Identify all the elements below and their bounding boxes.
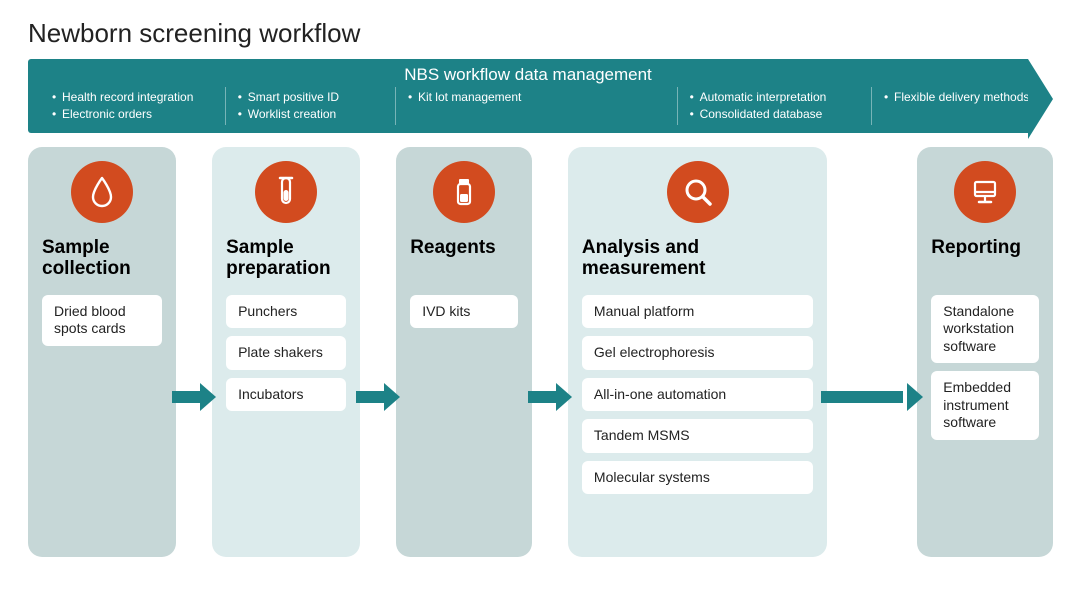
banner-column: Smart positive IDWorklist creation: [225, 87, 395, 125]
droplet-icon: [71, 161, 133, 223]
stage-card: Reporting Standalone workstation software…: [917, 147, 1053, 557]
banner-arrowhead: [1028, 59, 1053, 139]
stage-item: Incubators: [226, 378, 346, 412]
banner-bullet: Electronic orders: [52, 106, 213, 123]
banner-bullet: Health record integration: [52, 89, 213, 106]
stage-item: Standalone workstation software: [931, 295, 1039, 364]
stage-card: Sample collection Dried blood spots cards: [28, 147, 176, 557]
workflow-stages: Sample collection Dried blood spots cards…: [28, 147, 1053, 557]
stage-item: Tandem MSMS: [582, 419, 813, 453]
flow-arrow: [827, 147, 917, 557]
stage-item: Gel electrophoresis: [582, 336, 813, 370]
stage-item: Embedded instrument software: [931, 371, 1039, 440]
vial-icon: [433, 161, 495, 223]
stage-item: All-in-one automation: [582, 378, 813, 412]
test-tube-icon: [255, 161, 317, 223]
banner-column: Flexible delivery methods: [871, 87, 1016, 125]
stage-item: IVD kits: [410, 295, 518, 329]
stage-title: Reporting: [931, 237, 1039, 283]
banner-column: Automatic interpretationConsolidated dat…: [677, 87, 871, 125]
banner-bullet: Worklist creation: [238, 106, 383, 123]
banner-bullet: Smart positive ID: [238, 89, 383, 106]
stage-card: Analysis and measurement Manual platform G…: [568, 147, 827, 557]
banner-column: Kit lot management: [395, 87, 677, 125]
stage-card: Sample preparation Punchers Plate shakers I…: [212, 147, 360, 557]
flow-arrow: [360, 147, 396, 557]
magnifier-icon: [667, 161, 729, 223]
stage-title: Sample preparation: [226, 237, 346, 283]
stage-title: Sample collection: [42, 237, 162, 283]
stage-title: Reagents: [410, 237, 518, 283]
stage-item: Punchers: [226, 295, 346, 329]
stage-title: Analysis and measurement: [582, 237, 813, 283]
banner-bullet: Kit lot management: [408, 89, 665, 106]
stage-item: Manual platform: [582, 295, 813, 329]
stage-card: Reagents IVD kits: [396, 147, 532, 557]
banner-bullet: Automatic interpretation: [690, 89, 859, 106]
stage-item: Plate shakers: [226, 336, 346, 370]
flow-arrow: [176, 147, 212, 557]
flow-arrow: [532, 147, 568, 557]
monitor-icon: [954, 161, 1016, 223]
banner-title: NBS workflow data management: [28, 65, 1028, 85]
banner-bullet: Flexible delivery methods: [884, 89, 1004, 106]
banner: NBS workflow data management Health reco…: [28, 59, 1053, 133]
stage-item: Molecular systems: [582, 461, 813, 495]
page-title: Newborn screening workflow: [28, 18, 1053, 49]
banner-column: Health record integrationElectronic orde…: [40, 87, 225, 125]
stage-item: Dried blood spots cards: [42, 295, 162, 346]
banner-bullet: Consolidated database: [690, 106, 859, 123]
